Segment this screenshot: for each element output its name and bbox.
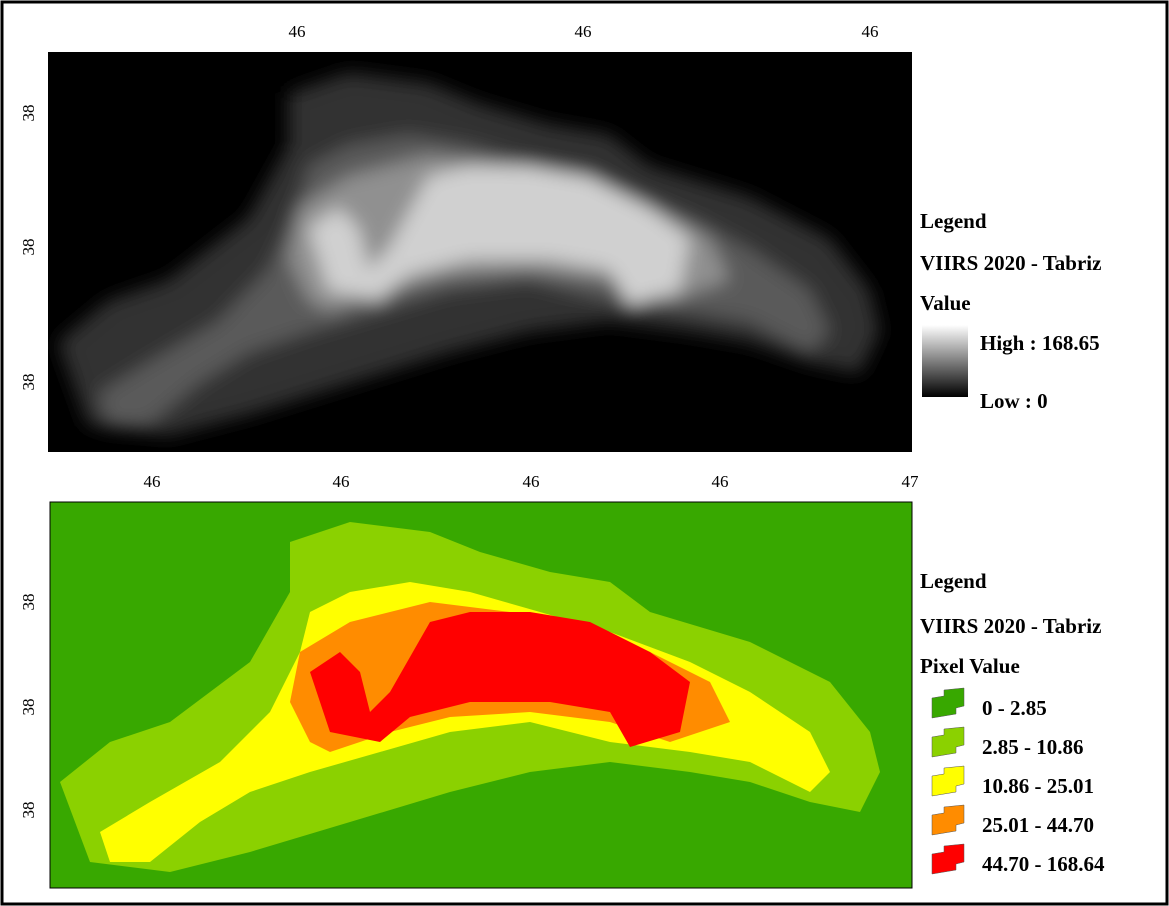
y-tick-label: 38 <box>19 699 38 716</box>
x-tick-label: 47 <box>902 472 920 491</box>
y-tick-label: 38 <box>19 802 38 819</box>
legend-label: 2.85 - 10.86 <box>982 735 1084 759</box>
y-tick-label: 38 <box>19 239 38 256</box>
legend-high: High : 168.65 <box>980 331 1100 355</box>
x-tick-label: 46 <box>333 472 350 491</box>
y-tick-label: 38 <box>19 594 38 611</box>
x-tick-label: 46 <box>712 472 729 491</box>
legend-label: 0 - 2.85 <box>982 696 1047 720</box>
y-tick-label: 38 <box>19 105 38 122</box>
legend-label: 10.86 - 25.01 <box>982 774 1094 798</box>
legend-label: 25.01 - 44.70 <box>982 813 1094 837</box>
legend-low: Low : 0 <box>980 389 1048 413</box>
x-tick-label: 46 <box>289 22 306 41</box>
x-tick-label: 46 <box>862 22 879 41</box>
figure: Legend VIIRS 2020 - Tabriz Value High : … <box>0 0 1169 906</box>
gradient-bar <box>922 325 968 397</box>
y-tick-label: 38 <box>19 374 38 391</box>
legend-title: Legend <box>920 569 987 593</box>
legend-layer: VIIRS 2020 - Tabriz <box>920 251 1101 275</box>
legend-field: Value <box>920 291 971 315</box>
legend-label: 44.70 - 168.64 <box>982 852 1105 876</box>
x-tick-label: 46 <box>523 472 540 491</box>
x-tick-label: 46 <box>144 472 161 491</box>
legend-title: Legend <box>920 209 987 233</box>
legend-field: Pixel Value <box>920 654 1020 678</box>
legend-layer: VIIRS 2020 - Tabriz <box>920 614 1101 638</box>
x-tick-label: 46 <box>575 22 592 41</box>
